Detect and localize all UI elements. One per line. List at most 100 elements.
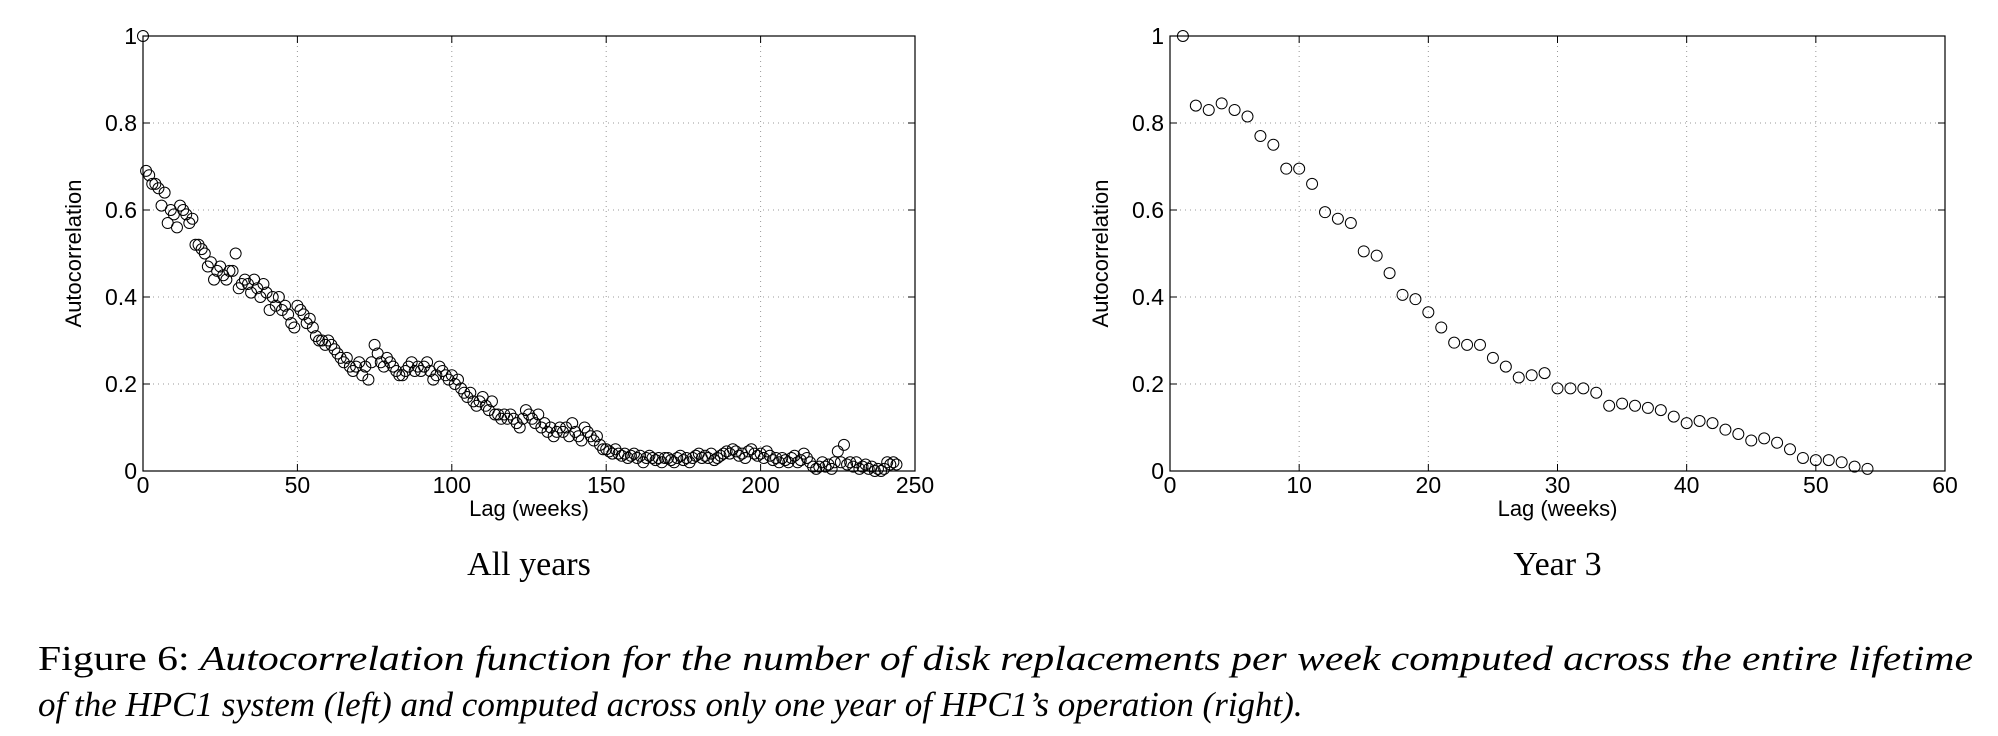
x-tick-label: 30: [1545, 472, 1571, 498]
point: [353, 356, 366, 369]
point: [1680, 417, 1693, 430]
point: [294, 304, 307, 317]
point: [350, 360, 363, 373]
point: [847, 460, 860, 473]
point: [1784, 443, 1796, 456]
x-tick-label: 150: [587, 472, 625, 498]
point: [708, 454, 721, 467]
point: [1306, 177, 1319, 190]
point: [1189, 99, 1202, 112]
point: [875, 465, 888, 477]
point: [1422, 306, 1435, 319]
point: [1486, 351, 1499, 364]
point: [871, 462, 884, 475]
point: [288, 321, 301, 334]
point: [1357, 245, 1370, 258]
point: [1525, 369, 1538, 382]
point: [563, 430, 576, 443]
point: [590, 430, 603, 443]
point: [143, 169, 156, 182]
point: [634, 449, 647, 462]
point: [1603, 399, 1616, 412]
point: [603, 445, 616, 458]
point: [479, 399, 492, 412]
point: [754, 447, 767, 460]
point: [831, 445, 844, 458]
point: [158, 186, 171, 199]
point: [485, 395, 498, 408]
point: [594, 438, 607, 451]
point: [384, 356, 397, 369]
point: [816, 456, 829, 469]
point: [711, 451, 724, 464]
point: [878, 462, 891, 475]
point: [1383, 267, 1396, 280]
point: [418, 360, 431, 373]
point: [686, 451, 699, 464]
point: [668, 456, 681, 469]
point: [1176, 30, 1189, 42]
point: [649, 454, 662, 467]
x-tick-label: 0: [1164, 472, 1177, 498]
point: [810, 462, 823, 475]
point: [859, 458, 872, 471]
point: [337, 356, 350, 369]
point: [884, 458, 897, 471]
point: [834, 456, 847, 469]
point: [519, 404, 532, 417]
point: [600, 443, 613, 456]
point: [1848, 460, 1861, 473]
y-tick-label: 0.8: [105, 110, 137, 136]
point: [285, 317, 298, 330]
point: [272, 291, 285, 303]
point: [504, 408, 517, 421]
point: [544, 421, 557, 434]
point: [671, 451, 684, 464]
x-tick-label: 100: [433, 472, 471, 498]
point: [414, 364, 427, 377]
point: [149, 177, 162, 190]
point: [705, 447, 718, 460]
y-tick-label: 1: [1151, 23, 1164, 49]
point: [152, 182, 165, 195]
point: [328, 343, 341, 356]
point: [510, 417, 523, 430]
x-tick-label: 50: [1803, 472, 1829, 498]
point: [1629, 399, 1641, 412]
point: [260, 286, 273, 299]
point: [396, 369, 409, 382]
point: [458, 386, 471, 399]
point: [535, 421, 548, 434]
point: [402, 360, 415, 373]
point: [137, 30, 149, 42]
point: [800, 451, 813, 464]
x-tick-label: 200: [741, 472, 779, 498]
point: [291, 299, 304, 312]
x-tick-label: 250: [896, 472, 934, 498]
point: [473, 395, 486, 408]
point: [584, 430, 597, 443]
point: [282, 308, 295, 321]
point: [180, 208, 193, 221]
point: [760, 445, 773, 458]
point: [1280, 162, 1293, 175]
point: [439, 369, 452, 382]
chart-subtitle: All years: [467, 546, 591, 583]
y-tick-label: 0.6: [105, 197, 137, 223]
point: [1409, 293, 1422, 306]
point: [464, 386, 477, 399]
point: [513, 421, 526, 434]
point: [890, 458, 903, 471]
point: [1512, 371, 1525, 384]
point: [254, 291, 267, 303]
point: [390, 364, 403, 377]
point: [606, 447, 619, 460]
point: [782, 456, 795, 469]
point: [621, 451, 634, 464]
point: [1641, 401, 1654, 414]
point: [615, 449, 628, 462]
point: [680, 451, 693, 464]
point: [1319, 206, 1331, 219]
point: [362, 373, 375, 386]
y-tick-label: 0.2: [1132, 371, 1164, 397]
